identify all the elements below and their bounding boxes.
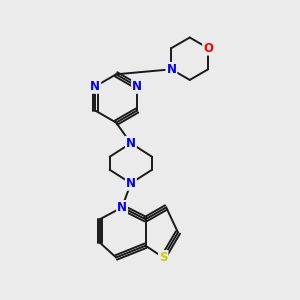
Text: N: N — [126, 137, 136, 150]
Text: N: N — [126, 177, 136, 190]
Text: N: N — [167, 63, 176, 76]
Text: O: O — [203, 42, 213, 55]
Text: S: S — [159, 251, 167, 264]
Text: N: N — [90, 80, 100, 93]
Text: N: N — [132, 80, 142, 93]
Text: N: N — [117, 201, 127, 214]
